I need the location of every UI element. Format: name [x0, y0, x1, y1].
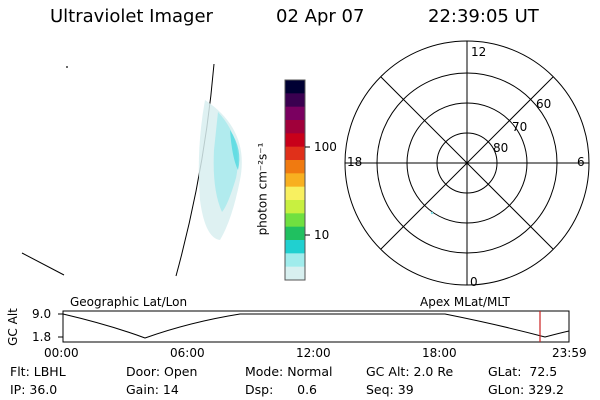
ip-info: IP: 36.0	[10, 382, 58, 397]
apex-label: Apex MLat/MLT	[420, 295, 510, 309]
colorbar-band	[285, 93, 305, 108]
lat-label-60: 60	[536, 97, 552, 111]
glon-info: GLon: 329.2	[488, 382, 564, 397]
mlt-label-0: 0	[470, 275, 478, 289]
colorbar-band	[285, 120, 305, 134]
polar-diagonal-2	[380, 76, 554, 250]
door-info: Door: Open	[126, 364, 198, 379]
time-label: 22:39:05 UT	[428, 6, 539, 27]
timeline-plot	[58, 310, 570, 343]
y-tick-label-1.8: 1.8	[32, 330, 52, 344]
instrument-title: Ultraviolet Imager	[50, 6, 213, 27]
colorbar	[285, 80, 305, 281]
lat-label-80: 80	[493, 141, 509, 155]
colorbar-band	[285, 133, 305, 148]
x-tick-1200: 12:00	[296, 346, 331, 360]
gc-alt-info: GC Alt: 2.0 Re	[366, 364, 454, 379]
x-tick-1800: 18:00	[422, 346, 457, 360]
mlt-label-6: 6	[577, 155, 585, 169]
filter-info: Flt: LBHL	[10, 364, 66, 379]
timeline-frame	[62, 310, 570, 343]
colorbar-band	[285, 200, 305, 214]
dsp-info: Dsp: 0.6	[245, 382, 318, 397]
mlt-label-12: 12	[471, 45, 487, 59]
x-tick-0000: 00:00	[44, 346, 79, 360]
polar-plot	[344, 40, 590, 286]
polar-data-dot	[430, 211, 434, 215]
auroral-peak	[230, 130, 240, 170]
colorbar-band	[285, 173, 305, 188]
colorbar-label-10: 10	[314, 228, 330, 242]
colorbar-frame	[284, 79, 306, 281]
star-dot	[66, 66, 68, 68]
geographic-label: Geographic Lat/Lon	[70, 295, 188, 309]
colorbar-band	[285, 226, 305, 241]
seq-info: Seq: 39	[366, 382, 414, 397]
colorbar-band	[285, 266, 305, 281]
gc-alt-axis-label: GC Alt	[5, 308, 20, 346]
gain-info: Gain: 14	[126, 382, 179, 397]
mlt-label-18: 18	[347, 155, 363, 169]
colorbar-band	[285, 240, 305, 254]
colorbar-band	[285, 146, 305, 161]
x-tick-2359: 23:59	[552, 346, 587, 360]
glat-info: GLat: 72.5	[488, 364, 558, 379]
terminator-line	[21, 252, 65, 276]
x-tick-0600: 06:00	[170, 346, 205, 360]
colorbar-band	[285, 106, 305, 121]
colorbar-band	[285, 213, 305, 228]
altitude-trace	[62, 313, 570, 339]
colorbar-band	[285, 160, 305, 174]
y-tick-label-9: 9.0	[32, 307, 52, 321]
colorbar-band	[285, 253, 305, 268]
colorbar-band	[285, 80, 305, 94]
colorbar-band	[285, 186, 305, 201]
colorbar-label-100: 100	[314, 140, 337, 154]
uv-image	[21, 63, 242, 277]
lat-label-70: 70	[512, 120, 528, 134]
colorbar-unit-label: photon cm⁻²s⁻¹	[255, 142, 270, 236]
date-label: 02 Apr 07	[276, 6, 365, 27]
mode-info: Mode: Normal	[245, 364, 333, 379]
